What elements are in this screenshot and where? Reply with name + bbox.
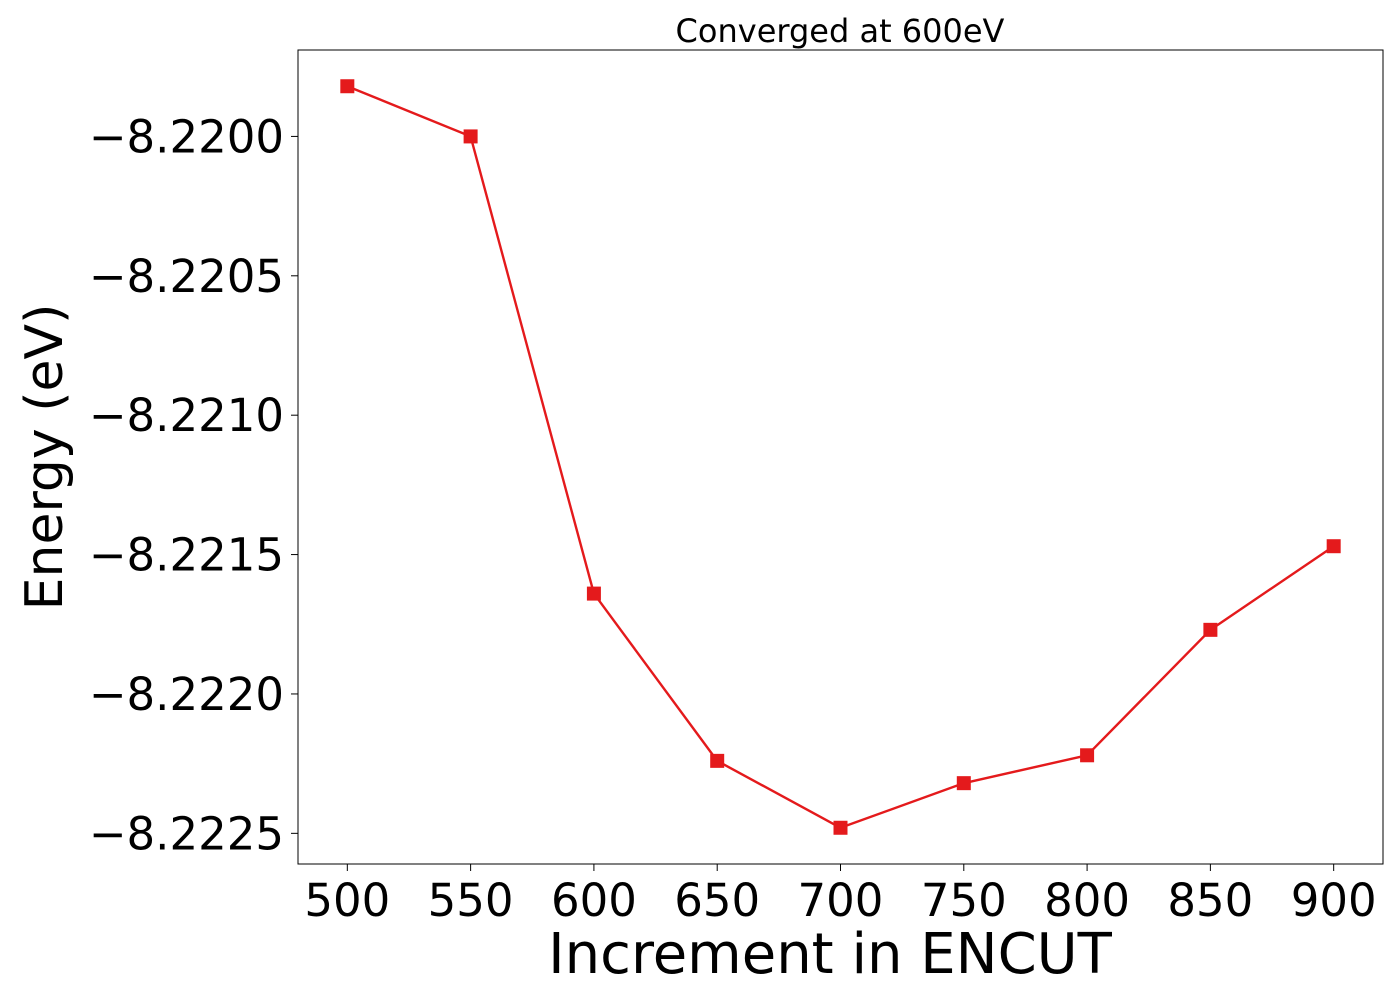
x-tick-label: 550 bbox=[428, 874, 514, 927]
x-tick-label: 900 bbox=[1291, 874, 1377, 927]
x-tick-label: 650 bbox=[674, 874, 760, 927]
data-point-marker bbox=[1326, 539, 1341, 554]
y-axis: −8.2200 −8.2205 −8.2210 −8.2215 −8.2220 −8.22… bbox=[89, 110, 298, 860]
chart-title: Converged at 600eV bbox=[676, 12, 1005, 50]
data-point-marker bbox=[956, 776, 971, 791]
x-tick-label: 500 bbox=[304, 874, 390, 927]
data-point-marker bbox=[586, 586, 601, 601]
x-tick-label: 850 bbox=[1167, 874, 1253, 927]
x-axis-label: Increment in ENCUT bbox=[548, 922, 1113, 987]
y-tick-label: −8.2220 bbox=[89, 668, 284, 721]
data-point-marker bbox=[340, 79, 355, 94]
plot-area-frame bbox=[297, 49, 1384, 865]
y-tick-label: −8.2210 bbox=[89, 389, 284, 442]
series-line bbox=[346, 85, 1335, 829]
y-tick-label: −8.2215 bbox=[89, 529, 284, 582]
y-axis-label: Energy (eV) bbox=[15, 304, 75, 611]
x-tick-label: 700 bbox=[798, 874, 884, 927]
x-axis: 500 550 600 650 700 750 800 850 900 bbox=[304, 864, 1377, 927]
x-tick-label: 600 bbox=[551, 874, 637, 927]
y-tick-label: −8.2200 bbox=[89, 110, 284, 163]
data-point-marker bbox=[1080, 748, 1095, 763]
y-tick-label: −8.2205 bbox=[89, 250, 284, 303]
data-point-marker bbox=[710, 753, 725, 768]
series-group bbox=[340, 79, 1341, 835]
data-point-marker bbox=[833, 820, 848, 835]
x-tick-label: 800 bbox=[1044, 874, 1130, 927]
data-point-marker bbox=[1203, 622, 1218, 637]
data-point-marker bbox=[463, 129, 478, 144]
x-tick-label: 750 bbox=[921, 874, 1007, 927]
y-tick-label: −8.2225 bbox=[89, 807, 284, 860]
